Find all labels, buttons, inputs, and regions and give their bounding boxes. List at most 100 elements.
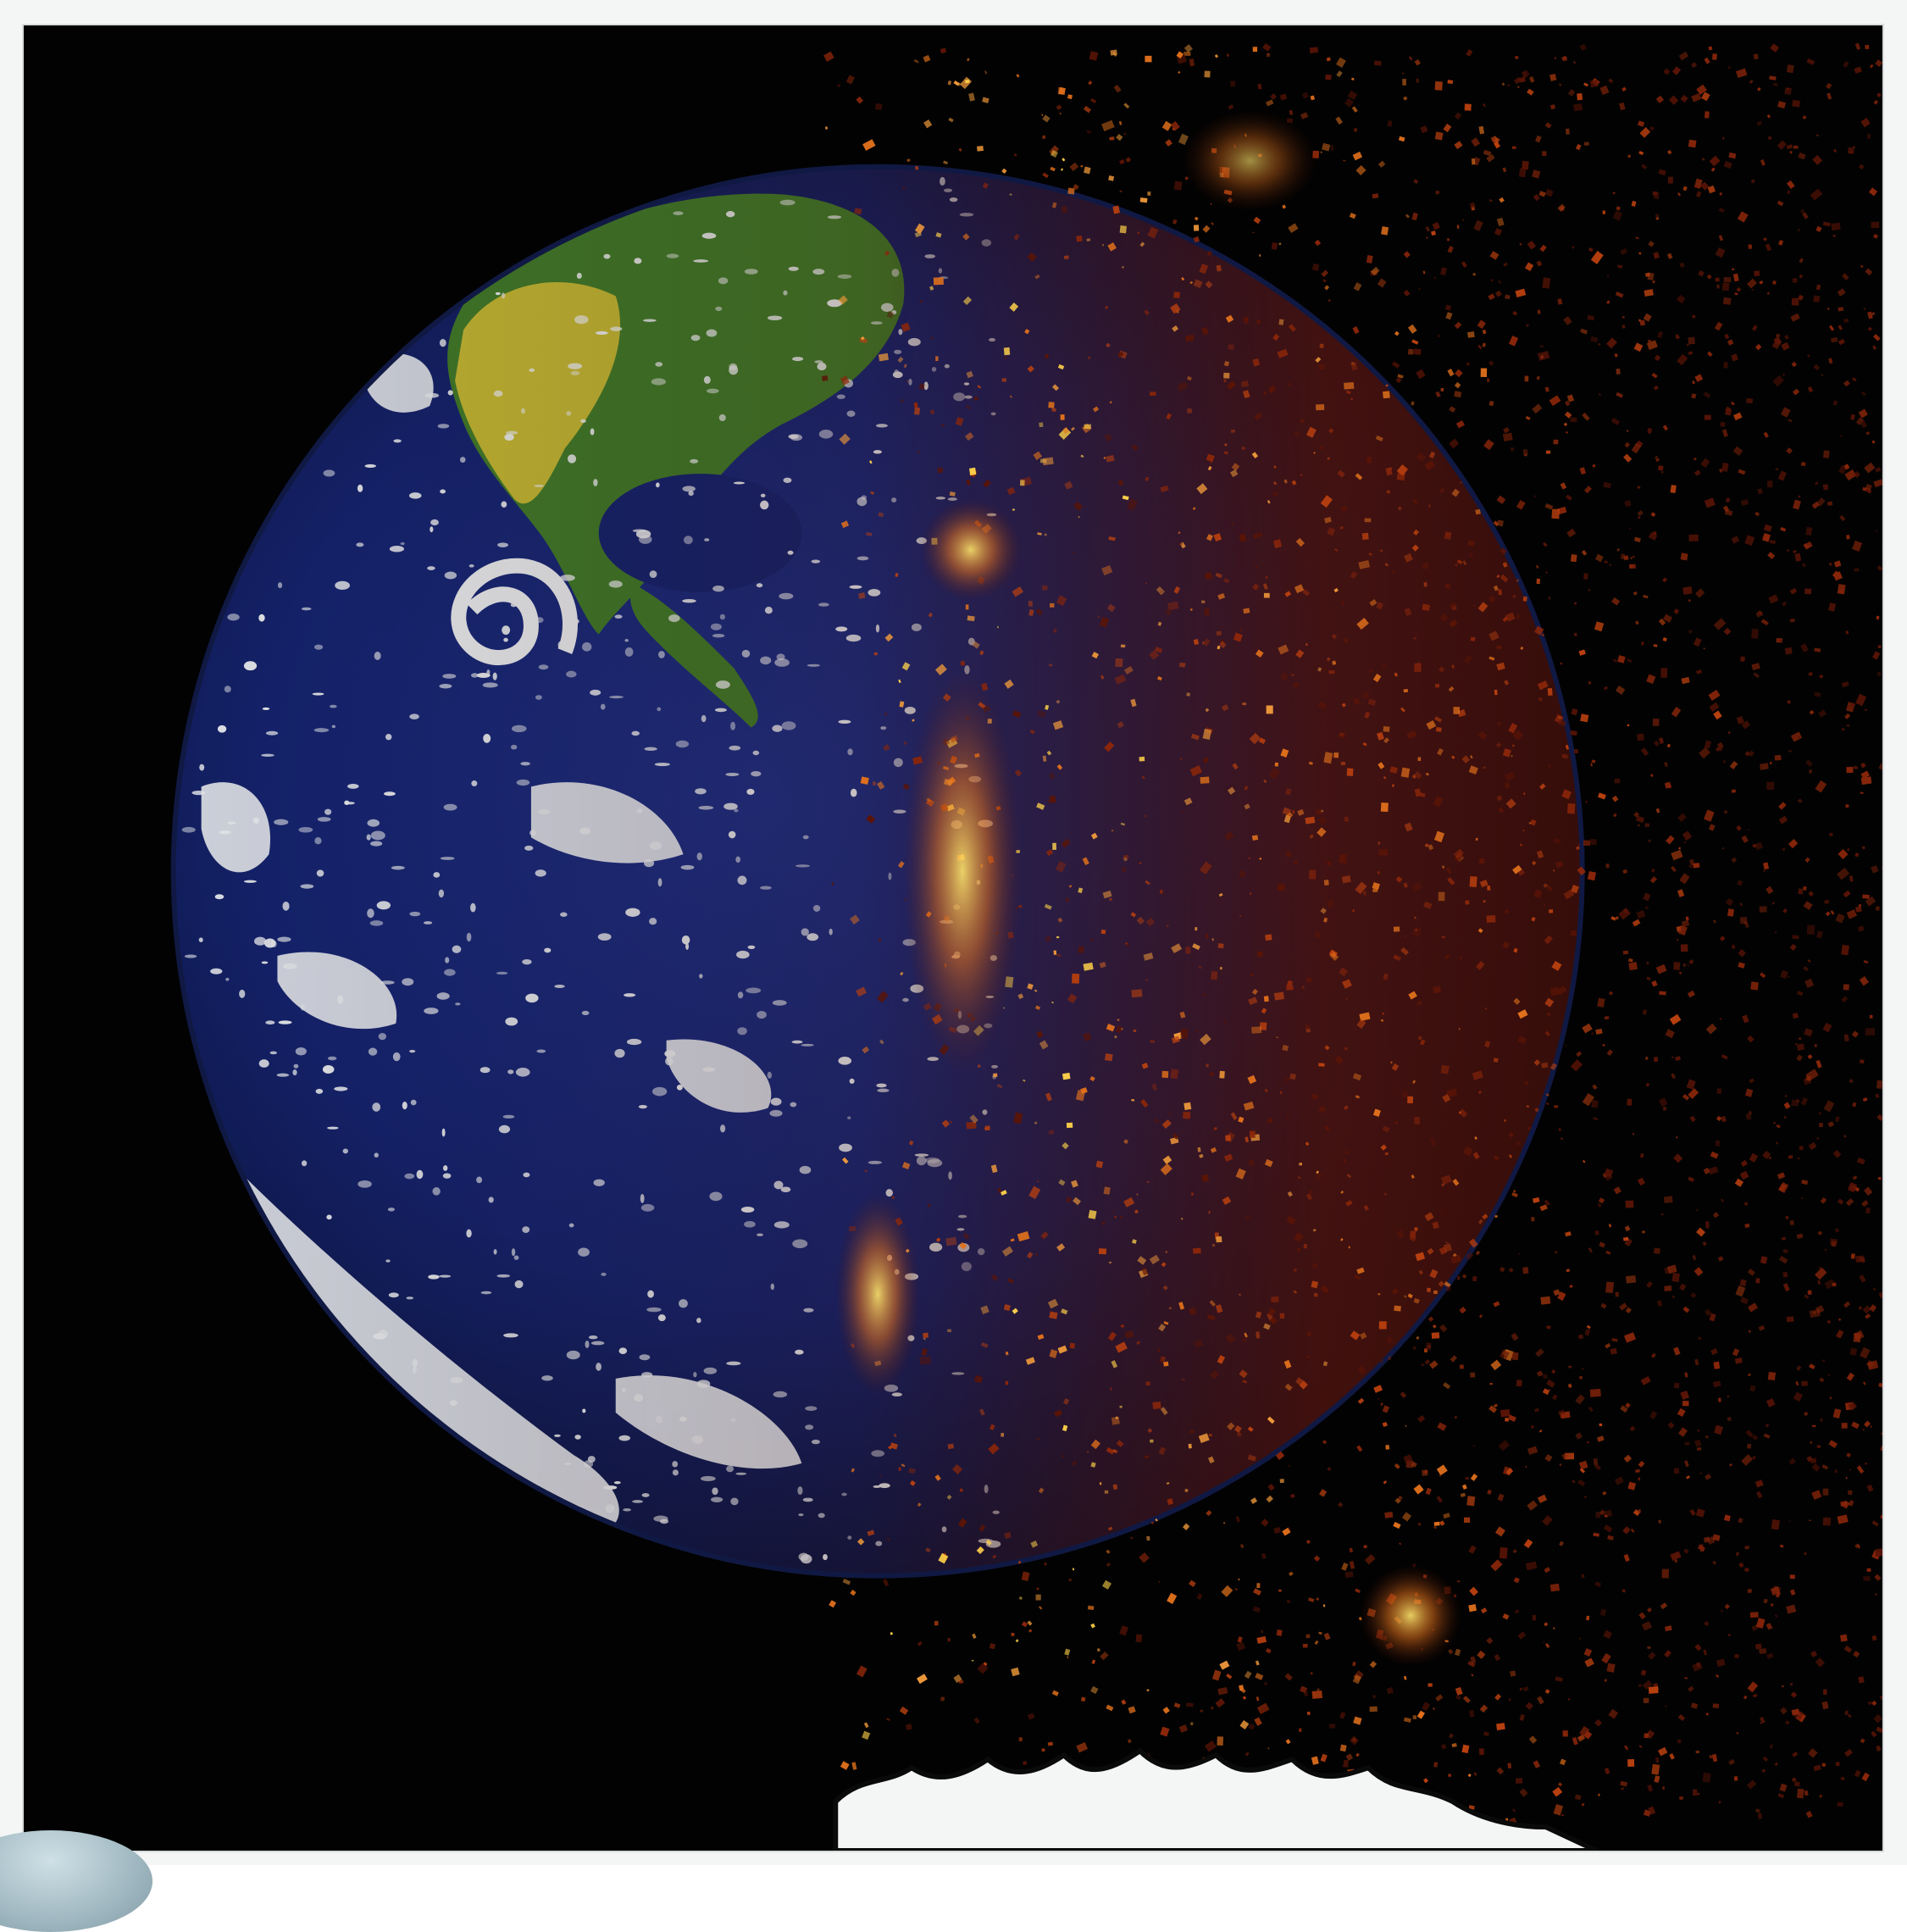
ember-particle bbox=[1808, 959, 1811, 963]
ember-particle bbox=[1245, 1671, 1252, 1679]
ember-particle bbox=[1262, 43, 1271, 52]
ember-particle bbox=[1671, 1273, 1680, 1282]
ember-particle bbox=[1654, 1247, 1660, 1254]
ember-particle bbox=[1690, 1292, 1696, 1298]
ember-particle bbox=[1486, 1637, 1493, 1644]
ember-particle bbox=[1595, 1512, 1600, 1518]
ember-particle bbox=[1128, 1706, 1135, 1713]
ember-particle bbox=[1105, 1491, 1109, 1494]
ember-particle bbox=[1190, 608, 1192, 610]
ember-particle bbox=[1653, 252, 1660, 258]
ember-particle bbox=[1736, 69, 1747, 79]
ember-particle bbox=[1514, 1577, 1520, 1583]
ember-particle bbox=[1749, 1078, 1754, 1083]
ember-particle bbox=[1383, 664, 1385, 667]
ember-particle bbox=[1565, 1045, 1567, 1046]
ember-particle bbox=[1316, 1597, 1319, 1601]
ember-particle bbox=[1714, 1425, 1723, 1435]
ember-particle bbox=[1425, 226, 1430, 232]
ember-particle bbox=[1179, 663, 1185, 668]
ember-particle bbox=[1571, 1059, 1583, 1071]
ember-particle bbox=[1109, 1262, 1111, 1263]
ember-particle bbox=[1457, 1276, 1460, 1280]
ember-particle bbox=[1845, 630, 1849, 634]
ember-particle bbox=[1511, 1333, 1518, 1341]
ember-particle bbox=[1725, 497, 1730, 503]
ember-particle bbox=[1114, 85, 1122, 93]
ember-particle bbox=[1732, 945, 1736, 949]
ember-particle bbox=[1599, 393, 1601, 396]
ember-particle bbox=[1688, 535, 1698, 541]
ember-particle bbox=[1625, 1402, 1631, 1408]
ember-particle bbox=[1441, 1744, 1446, 1749]
ember-particle bbox=[1257, 1703, 1270, 1714]
ember-particle bbox=[1703, 1650, 1707, 1656]
ember-particle bbox=[1189, 58, 1195, 66]
ember-particle bbox=[1831, 337, 1838, 342]
ember-particle bbox=[1433, 1291, 1438, 1294]
ember-particle bbox=[1613, 210, 1623, 220]
ember-particle bbox=[1734, 1654, 1739, 1658]
ember-particle bbox=[1469, 1710, 1474, 1717]
ember-particle bbox=[1440, 388, 1444, 391]
ember-particle bbox=[1605, 1343, 1610, 1349]
ember-particle bbox=[1194, 225, 1199, 230]
ember-particle bbox=[1196, 1593, 1202, 1600]
ember-particle bbox=[1559, 1541, 1564, 1546]
ember-particle bbox=[1380, 1402, 1383, 1406]
ember-particle bbox=[1590, 80, 1599, 87]
ember-particle bbox=[1658, 1520, 1661, 1524]
ember-particle bbox=[917, 1674, 928, 1684]
ember-particle bbox=[1414, 1117, 1420, 1124]
ember-particle bbox=[1052, 1690, 1059, 1696]
ember-particle bbox=[1490, 251, 1500, 260]
ember-particle bbox=[1050, 603, 1054, 608]
ember-particle bbox=[1699, 1544, 1705, 1552]
ember-particle bbox=[1312, 264, 1320, 271]
ember-particle bbox=[1067, 94, 1073, 99]
ember-particle bbox=[1317, 1688, 1319, 1690]
ember-particle bbox=[1389, 1356, 1391, 1360]
ember-particle bbox=[1569, 1285, 1573, 1288]
ember-particle bbox=[1605, 1281, 1614, 1293]
ember-particle bbox=[1669, 1753, 1675, 1760]
ember-particle bbox=[1678, 1427, 1688, 1436]
ember-particle bbox=[1378, 161, 1385, 168]
ember-particle bbox=[1759, 1648, 1766, 1654]
ember-particle bbox=[1676, 1136, 1678, 1139]
ember-particle bbox=[1076, 236, 1082, 242]
ember-particle bbox=[1798, 495, 1800, 497]
ember-particle bbox=[1794, 553, 1801, 562]
ember-particle bbox=[1599, 1197, 1605, 1203]
ember-particle bbox=[1871, 1701, 1877, 1706]
ember-particle bbox=[1447, 80, 1453, 84]
ember-particle bbox=[1494, 690, 1498, 695]
ember-particle bbox=[1315, 240, 1321, 246]
ember-particle bbox=[1838, 325, 1843, 330]
ember-particle bbox=[948, 118, 953, 123]
ember-particle bbox=[1363, 1545, 1366, 1548]
ember-particle bbox=[1778, 240, 1783, 246]
ember-particle bbox=[1470, 876, 1477, 887]
ember-particle bbox=[1327, 58, 1331, 62]
ember-particle bbox=[1654, 386, 1659, 391]
ember-particle bbox=[1744, 1568, 1749, 1573]
ember-particle bbox=[1381, 802, 1389, 812]
ember-particle bbox=[1766, 1653, 1773, 1659]
ember-particle bbox=[1121, 644, 1125, 647]
ember-particle bbox=[1871, 1731, 1877, 1738]
ember-particle bbox=[1427, 1683, 1432, 1686]
ember-particle bbox=[1378, 849, 1388, 856]
ember-particle bbox=[1568, 89, 1575, 97]
ember-particle bbox=[1081, 1697, 1086, 1702]
earth-scene bbox=[24, 25, 1882, 1851]
ember-particle bbox=[1765, 1424, 1769, 1428]
ember-particle bbox=[1423, 1778, 1428, 1783]
ember-particle bbox=[1242, 702, 1246, 705]
ember-particle bbox=[1525, 262, 1533, 271]
ember-particle bbox=[1760, 972, 1766, 978]
ember-particle bbox=[1792, 100, 1800, 108]
ember-particle bbox=[1788, 1520, 1790, 1522]
ember-particle bbox=[1016, 1639, 1019, 1642]
ember-particle bbox=[1633, 556, 1635, 558]
